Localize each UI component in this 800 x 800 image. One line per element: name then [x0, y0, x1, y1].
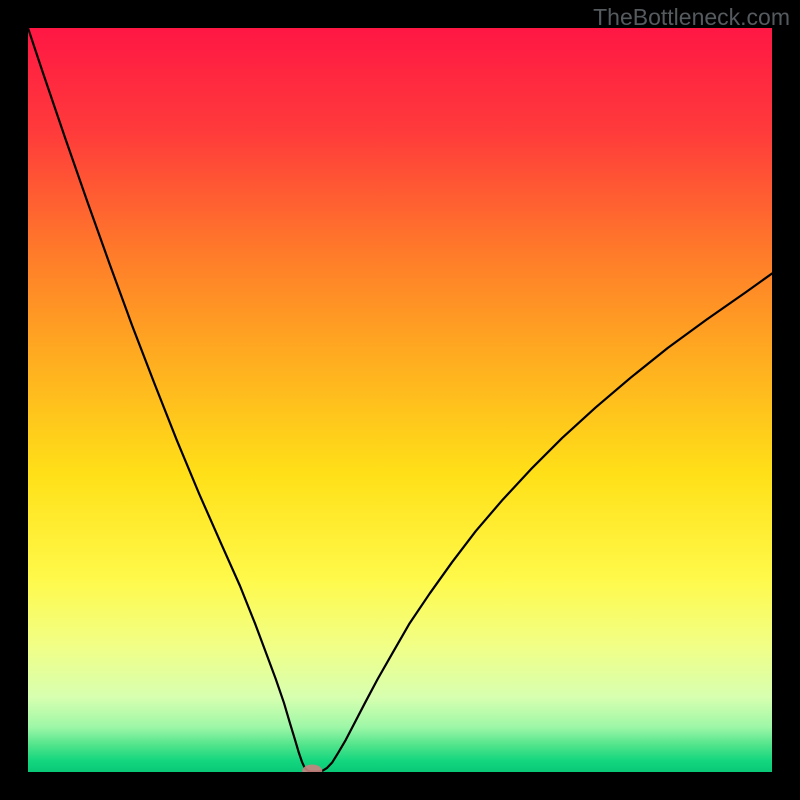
watermark-text: TheBottleneck.com	[593, 4, 790, 31]
gradient-background	[28, 28, 772, 772]
plot-area	[28, 28, 772, 772]
chart-stage: { "chart": { "type": "line", "canvas": {…	[0, 0, 800, 800]
plot-svg	[28, 28, 772, 772]
